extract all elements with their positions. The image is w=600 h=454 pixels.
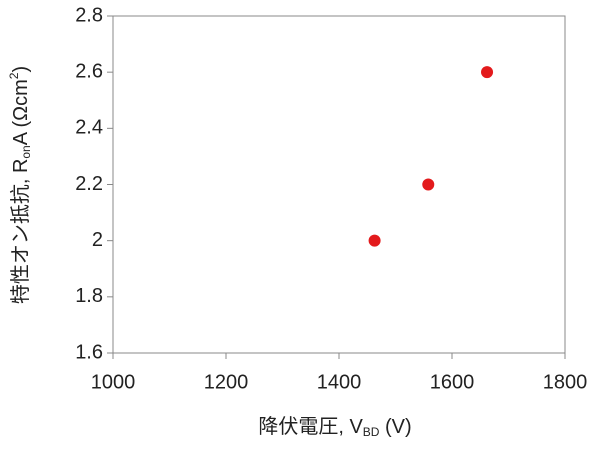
y-tick-label: 2 [92,229,103,251]
plot-frame [112,15,566,354]
y-axis-label-mid: A (Ωcm [10,79,32,145]
y-tick-label: 2.2 [75,173,103,195]
y-tick-label: 1.6 [75,341,103,363]
x-tick-label: 1000 [91,371,136,393]
x-tick-label: 1800 [543,371,588,393]
x-tick-label: 1600 [430,371,475,393]
point [368,234,381,247]
x-axis-label-end: (V) [379,416,411,438]
y-axis-label-sup: 2 [7,72,21,79]
y-axis-label-end: ) [10,66,32,73]
point [422,178,435,191]
x-axis-label-main: 降伏電圧, V [258,415,363,438]
y-axis-label-main: 特性オン抵抗, R [9,159,32,305]
x-tick-label: 1400 [317,371,362,393]
y-tick-label: 2.6 [75,60,103,82]
y-tick-label: 2.4 [75,117,103,139]
point [481,66,494,79]
y-tick-label: 1.8 [75,285,103,307]
x-axis-label-sub: BD [363,425,380,439]
y-axis-label: 特性オン抵抗, RonA (Ωcm2) [7,66,33,304]
x-tick-label: 1200 [204,371,249,393]
y-tick-label: 2.8 [75,4,103,26]
y-axis-label-sub: on [19,145,33,158]
x-axis-label: 降伏電圧, VBD (V) [258,415,411,439]
